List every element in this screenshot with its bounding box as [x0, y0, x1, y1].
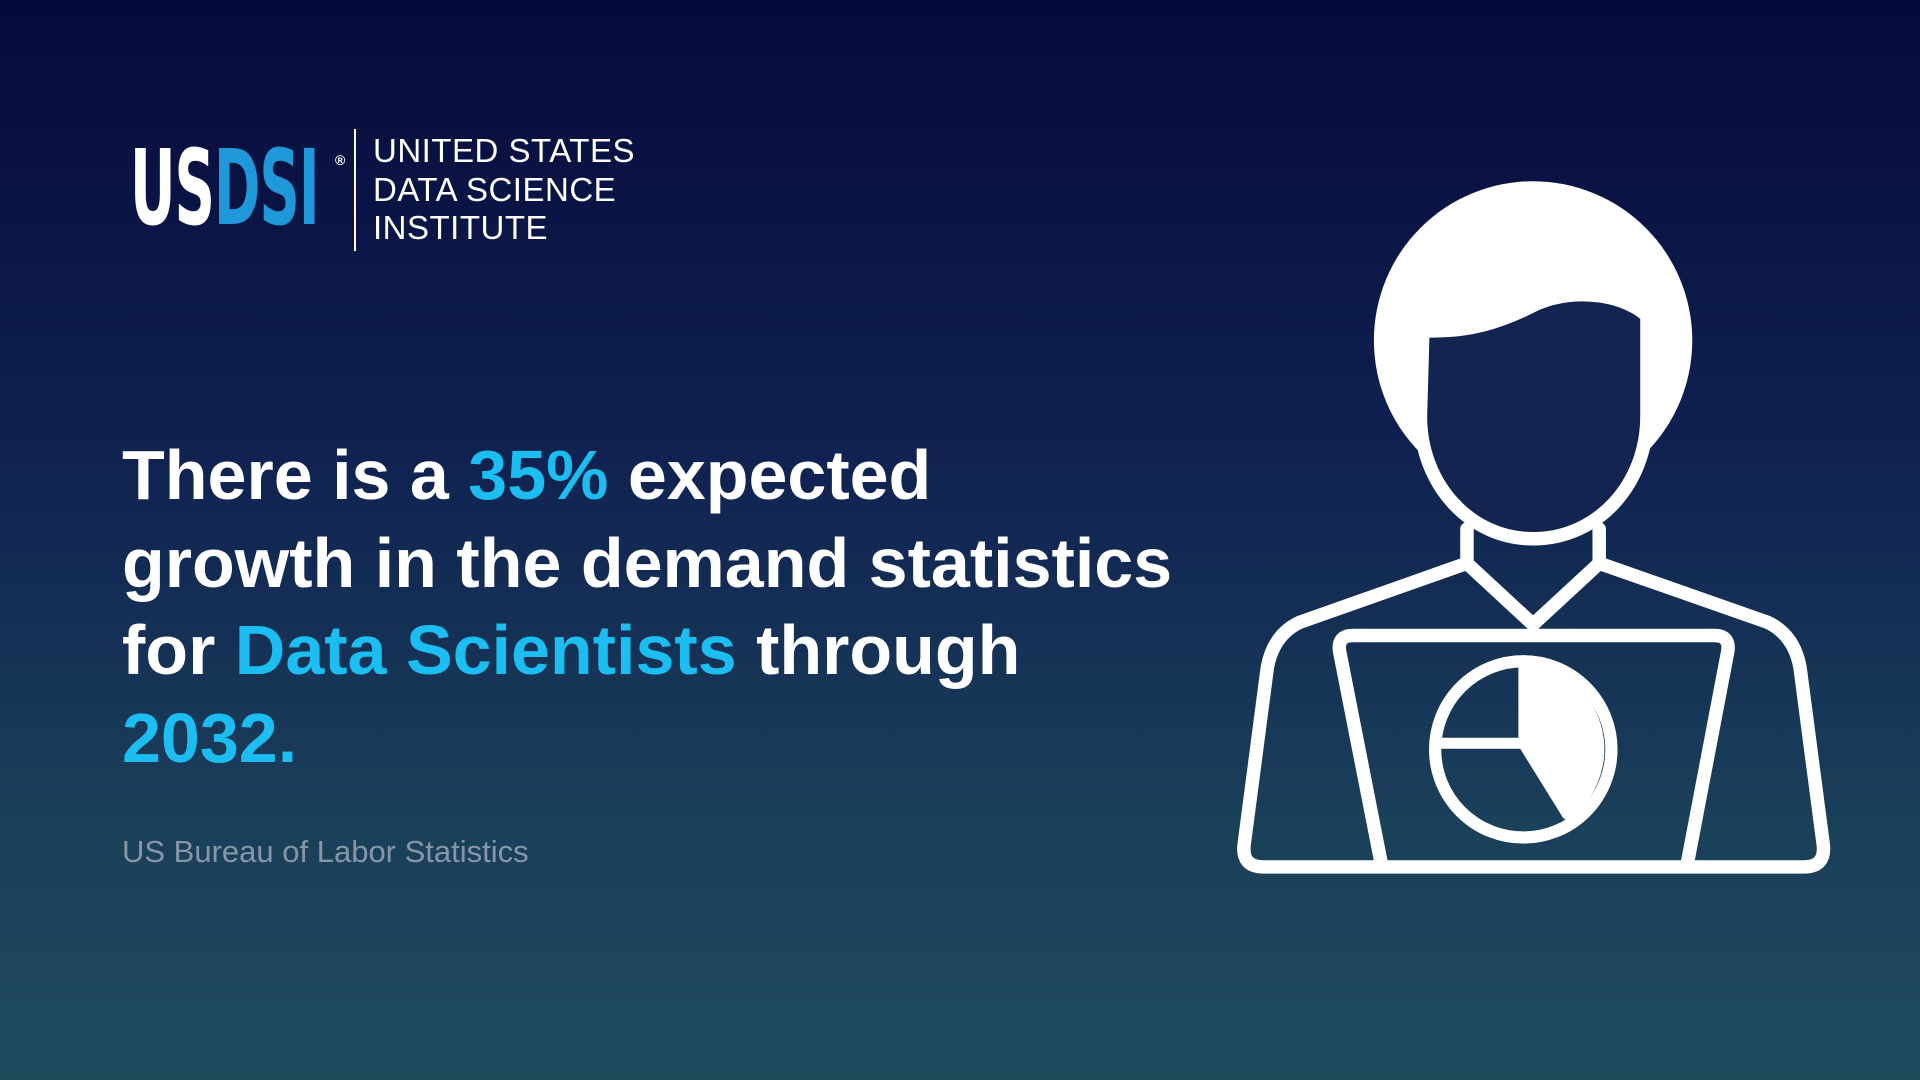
registered-mark: ®	[335, 152, 346, 168]
headline-text: There is a	[122, 436, 469, 514]
logo-name-line: UNITED STATES	[373, 132, 635, 169]
headline-line: There is a 35% expected	[122, 432, 1172, 520]
headline-text: growth in the demand statistics	[122, 523, 1173, 602]
logo-us: US	[130, 127, 215, 249]
headline-highlight: Data Scientists	[234, 611, 737, 689]
headline-highlight: 2032.	[122, 698, 298, 777]
headline-line: 2032.	[122, 695, 1172, 783]
logo-name: UNITED STATES DATA SCIENCE INSTITUTE	[373, 132, 635, 248]
headline-highlight: 35%	[468, 436, 609, 514]
headline-line: for Data Scientists through	[122, 607, 1172, 695]
source: US Bureau of Labor Statistics	[122, 834, 529, 869]
logo-name-line: DATA SCIENCE	[373, 170, 617, 208]
headline: There is a 35% expected growth in the dem…	[122, 432, 1172, 782]
logo-dsi: DSI	[213, 127, 320, 249]
headline-text: expected	[608, 436, 932, 514]
logo-divider	[354, 129, 356, 251]
headline-text: through	[736, 611, 1021, 689]
logo-mark: USDSI	[130, 127, 320, 249]
headline-text: for	[122, 611, 235, 689]
headline-line: growth in the demand statistics	[122, 520, 1172, 608]
logo-name-line: INSTITUTE	[373, 209, 548, 246]
